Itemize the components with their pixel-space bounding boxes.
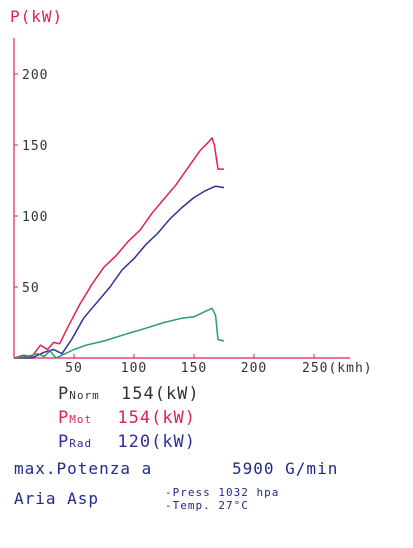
- max-power-rpm: 5900 G/min: [232, 459, 339, 478]
- legend-norm: PNorm 154(kW): [58, 384, 200, 404]
- pressure-reading: -Press 1032 hpa: [165, 486, 280, 499]
- series-line-pdiff: [13, 307, 225, 359]
- axis-ticks: 50 100 150 200 50 100 150 200: [14, 68, 315, 376]
- x-axis-end-label: 250(kmh): [302, 361, 373, 376]
- legend-rad-sub: Rad: [69, 437, 93, 450]
- air-intake-label: Aria Asp: [14, 489, 100, 508]
- legend-mot-sub: Mot: [69, 413, 93, 426]
- max-power-label: max.Potenza a: [14, 459, 153, 478]
- legend-rad: PRad 120(kW): [58, 432, 196, 452]
- x-tick-label: 150: [181, 361, 207, 376]
- legend-norm-value: 154(kW): [121, 384, 200, 404]
- y-tick-label: 150: [22, 139, 48, 154]
- x-tick-label: 50: [65, 361, 83, 376]
- legend-norm-sub: Norm: [69, 389, 100, 402]
- legend-rad-p: P: [58, 432, 70, 452]
- y-tick-label: 100: [22, 210, 48, 225]
- x-tick-label: 200: [241, 361, 267, 376]
- series-line-pmot: [13, 137, 224, 359]
- series-line-prad: [14, 185, 225, 359]
- legend-mot-p: P: [58, 408, 70, 428]
- legend-rad-value: 120(kW): [117, 432, 197, 452]
- temperature-reading: -Temp. 27°C: [165, 499, 249, 512]
- y-tick-label: 200: [22, 68, 48, 83]
- legend-mot: PMot 154(kW): [58, 408, 196, 428]
- y-axis-label: P(kW): [10, 7, 63, 26]
- legend-mot-value: 154(kW): [117, 408, 197, 428]
- y-tick-label: 50: [22, 281, 40, 296]
- x-tick-label: 100: [121, 361, 147, 376]
- legend-norm-p: P: [58, 384, 70, 404]
- series-lines: [13, 137, 225, 359]
